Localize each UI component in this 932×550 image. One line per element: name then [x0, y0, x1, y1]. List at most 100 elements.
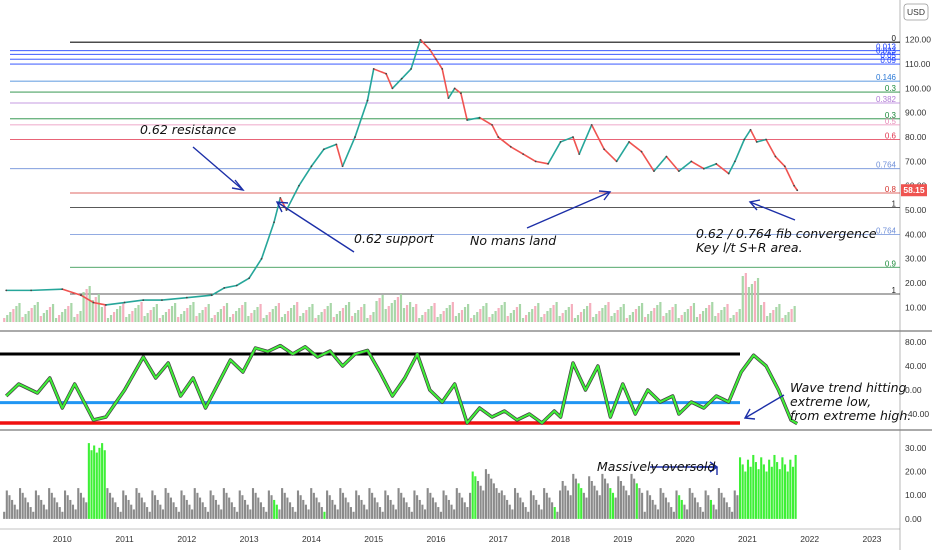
volume-bar: [161, 315, 165, 322]
histogram-bar: [135, 488, 138, 519]
histogram-bar: [61, 511, 64, 519]
price-segment: [105, 301, 125, 306]
time-tick-label: 2015: [364, 534, 383, 544]
histogram-bar: [466, 507, 469, 519]
currency-badge[interactable]: USD: [903, 3, 929, 21]
fib-label: 0.764: [876, 161, 897, 170]
histogram-bar: [185, 499, 188, 519]
histogram-bar: [593, 485, 596, 519]
histogram-bar: [437, 507, 440, 519]
volume-bar: [702, 311, 705, 322]
price-segment: [615, 141, 630, 162]
volume-bar: [326, 306, 329, 322]
volume-bar: [396, 297, 400, 322]
histogram-bar: [111, 497, 114, 519]
histogram-bar: [371, 492, 374, 519]
volume-bar: [436, 317, 439, 322]
price-segment: [429, 49, 437, 60]
fib-label: 0.3: [885, 111, 897, 120]
volume-bar: [650, 311, 653, 322]
histogram-bar: [363, 504, 366, 519]
volume-bar: [595, 314, 598, 322]
volume-bar: [344, 305, 348, 322]
volume-bar: [488, 317, 491, 322]
price-segment: [510, 146, 524, 155]
histogram-bar: [564, 485, 567, 519]
price-point: [653, 170, 655, 173]
fib-label: 0.05: [880, 51, 896, 60]
histogram-bar: [217, 504, 220, 519]
histogram-bar: [251, 488, 255, 519]
arrow-wavetrend: [744, 394, 785, 419]
fib-label: 0.3: [885, 84, 897, 93]
volume-bar: [140, 302, 143, 322]
volume-bar: [463, 307, 467, 322]
volume-bar: [689, 306, 692, 322]
price-segment: [460, 93, 468, 121]
volume-bar: [21, 317, 24, 322]
histogram-bar: [619, 481, 622, 519]
volume-bar: [586, 306, 589, 322]
histogram-bar: [450, 504, 453, 519]
price-point: [665, 155, 668, 158]
price-segment: [590, 124, 605, 150]
volume-bar: [467, 304, 470, 322]
price-point: [749, 128, 752, 131]
arrow-support-head: [275, 201, 289, 213]
price-segment: [734, 139, 746, 162]
price-segment: [366, 68, 375, 101]
time-tick-label: 2022: [800, 534, 819, 544]
price-segment: [385, 73, 394, 89]
histogram-bar: [85, 502, 88, 519]
price-tick-label: 30.00: [905, 254, 927, 264]
price-point: [734, 160, 736, 163]
volume-bar: [9, 312, 12, 322]
volume-bar: [149, 310, 152, 322]
histogram-bar: [410, 511, 413, 519]
fib-label: 0.013: [876, 43, 897, 52]
histogram-bar: [794, 454, 797, 519]
price-segment: [80, 294, 94, 304]
volume-bar: [228, 317, 232, 322]
histogram-tick-label: 20.00: [905, 467, 927, 477]
histogram-bar: [130, 504, 133, 519]
volume-bar: [238, 308, 241, 322]
histogram-bar: [686, 509, 689, 519]
histogram-bar: [8, 495, 11, 519]
volume-bar: [674, 304, 677, 322]
volume-bar: [357, 310, 360, 322]
histogram-bar: [63, 490, 67, 519]
volume-bar: [787, 312, 790, 322]
histogram-bar: [355, 490, 358, 519]
histogram-bar: [328, 495, 331, 519]
histogram-bar: [193, 488, 196, 519]
volume-bar: [766, 316, 769, 322]
volume-bar: [363, 304, 366, 322]
histogram-bar: [230, 502, 233, 519]
annotation-resistance: 0.62 resistance: [140, 122, 236, 137]
histogram-bar: [257, 497, 260, 519]
histogram-bar: [580, 488, 583, 519]
histogram-bar: [106, 488, 109, 519]
volume-bar: [582, 309, 586, 322]
histogram-bar: [191, 509, 194, 519]
price-point: [30, 289, 33, 292]
volume-bar: [686, 309, 689, 322]
histogram-bar: [349, 507, 352, 519]
time-tick-label: 2023: [863, 534, 882, 544]
histogram-bar: [596, 490, 599, 519]
volume-bar: [180, 314, 183, 322]
volume-bar: [714, 316, 717, 322]
volume-bar: [698, 314, 702, 322]
histogram-bar: [156, 499, 159, 519]
volume-bar: [537, 303, 540, 322]
histogram-bar: [561, 481, 564, 519]
histogram-bar: [704, 490, 707, 519]
price-segment: [161, 296, 187, 301]
histogram-bar: [29, 507, 32, 519]
histogram-bar: [238, 490, 241, 519]
histogram-bar: [3, 511, 6, 519]
histogram-bar: [781, 457, 784, 519]
price-point: [410, 68, 412, 70]
histogram-bar: [521, 502, 525, 519]
